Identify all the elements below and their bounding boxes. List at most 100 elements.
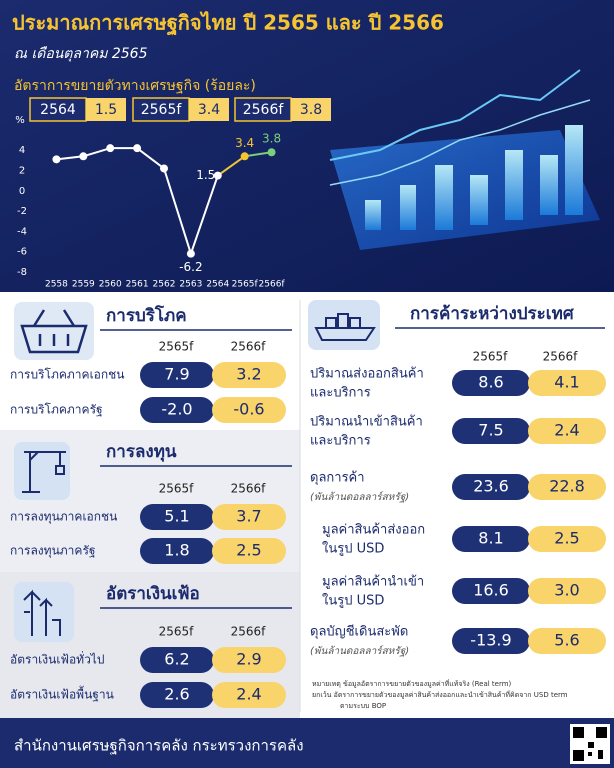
column-header: 2566f <box>231 625 267 639</box>
row-label: และบริการ <box>310 434 371 449</box>
y-tick-label: 4 <box>19 145 25 156</box>
decor-line <box>329 99 591 186</box>
platform <box>330 130 600 250</box>
row-label: ในรูป USD <box>322 593 384 609</box>
x-tick-label: 2566f <box>259 280 286 290</box>
value-pill <box>528 628 606 654</box>
note: ตามระบบ BOP <box>340 702 386 710</box>
value-pill <box>528 474 606 500</box>
subtitle: ณ เดือนตุลาคม 2565 <box>14 46 148 62</box>
icon-basket <box>14 302 94 360</box>
line-segment <box>56 155 84 161</box>
icon-ship <box>308 300 380 350</box>
value-text: 8.1 <box>478 529 503 548</box>
decor-bar <box>435 165 453 230</box>
line-segment <box>244 151 272 158</box>
qr-code <box>570 724 610 764</box>
column-header: 2565f <box>159 625 195 639</box>
x-tick-label: 2560 <box>99 280 122 290</box>
value-text: 6.2 <box>164 650 189 669</box>
value-pill <box>452 370 530 396</box>
point <box>160 164 168 173</box>
value-text: 2.5 <box>554 529 579 548</box>
value-pill <box>140 362 214 388</box>
value-pill <box>212 682 286 708</box>
chart-title: อัตราการขยายตัวทางเศรษฐกิจ (ร้อยละ) <box>14 78 256 94</box>
decor-line <box>329 69 581 161</box>
footer-bg <box>0 718 614 768</box>
column-header: 2566f <box>231 340 267 354</box>
row-label: อัตราเงินเฟ้อพื้นฐาน <box>10 686 114 702</box>
badge-value: 3.8 <box>300 102 322 118</box>
decor-bar <box>470 175 488 225</box>
y-axis-label: % <box>15 115 25 126</box>
line-segment <box>136 147 165 170</box>
value-pill <box>140 647 214 673</box>
y-tick-label: -6 <box>17 247 27 258</box>
point <box>79 152 88 161</box>
point <box>106 144 115 153</box>
panel-title: การค้าระหว่างประเทศ <box>410 304 575 324</box>
value-pill <box>528 418 606 444</box>
row-sublabel: (พันล้านดอลลาร์สหรัฐ) <box>310 645 409 657</box>
value-text: 2.4 <box>554 421 579 440</box>
value-text: 2.4 <box>236 685 261 704</box>
value-pill <box>528 578 606 604</box>
row-label: ในรูป USD <box>322 541 384 557</box>
value-text: 3.7 <box>236 507 261 526</box>
badge-value: 3.4 <box>198 102 220 118</box>
point <box>267 148 276 157</box>
x-tick-label: 2562 <box>153 280 176 290</box>
row-label: มูลค่าสินค้าส่งออก <box>322 523 425 538</box>
value-text: 22.8 <box>549 477 585 496</box>
row-label: ดุลการค้า <box>310 471 365 486</box>
decor-bar <box>540 155 558 215</box>
value-label: 1.5 <box>196 168 215 182</box>
value-pill <box>212 362 286 388</box>
row-label: การบริโภคภาคเอกชน <box>10 368 125 382</box>
icon-inflation <box>14 582 74 642</box>
x-tick-label: 2565f <box>232 280 259 290</box>
row-label: มูลค่าสินค้านำเข้า <box>322 575 424 590</box>
badge-year: 2565f <box>141 102 183 118</box>
x-tick-label: 2561 <box>126 280 149 290</box>
value-pill <box>212 504 286 530</box>
value-text: -0.6 <box>233 400 264 419</box>
badge-value-box <box>189 98 229 121</box>
panel-title: การลงทุน <box>106 442 177 462</box>
value-pill <box>452 526 530 552</box>
column-header: 2566f <box>543 350 579 364</box>
line-segment <box>189 175 219 254</box>
x-tick-label: 2564 <box>206 280 229 290</box>
badge-value: 1.5 <box>95 102 117 118</box>
value-text: 8.6 <box>478 373 503 392</box>
row-label: การลงทุนภาคเอกชน <box>10 510 117 525</box>
line-segment <box>163 168 192 254</box>
value-text: 4.1 <box>554 373 579 392</box>
value-pill <box>528 526 606 552</box>
x-tick-label: 2558 <box>45 280 68 290</box>
value-text: 2.5 <box>236 541 261 560</box>
value-pill <box>212 647 286 673</box>
value-text: 7.5 <box>478 421 503 440</box>
value-label: 3.8 <box>262 132 281 146</box>
value-label: 3.4 <box>235 136 254 150</box>
value-text: -13.9 <box>470 631 511 650</box>
x-tick-label: 2563 <box>179 280 202 290</box>
row-label: และบริการ <box>310 386 371 401</box>
point <box>240 152 249 161</box>
decor-bar <box>505 150 523 220</box>
decor-bar <box>565 125 583 215</box>
decor-bar <box>400 185 416 230</box>
value-text: 23.6 <box>473 477 509 496</box>
value-pill <box>528 370 606 396</box>
point <box>213 171 222 180</box>
value-text: 1.8 <box>164 541 189 560</box>
y-tick-label: 0 <box>19 186 25 197</box>
value-text: 2.6 <box>164 685 189 704</box>
badge-value-box <box>86 98 126 121</box>
badge-year: 2566f <box>243 102 285 118</box>
